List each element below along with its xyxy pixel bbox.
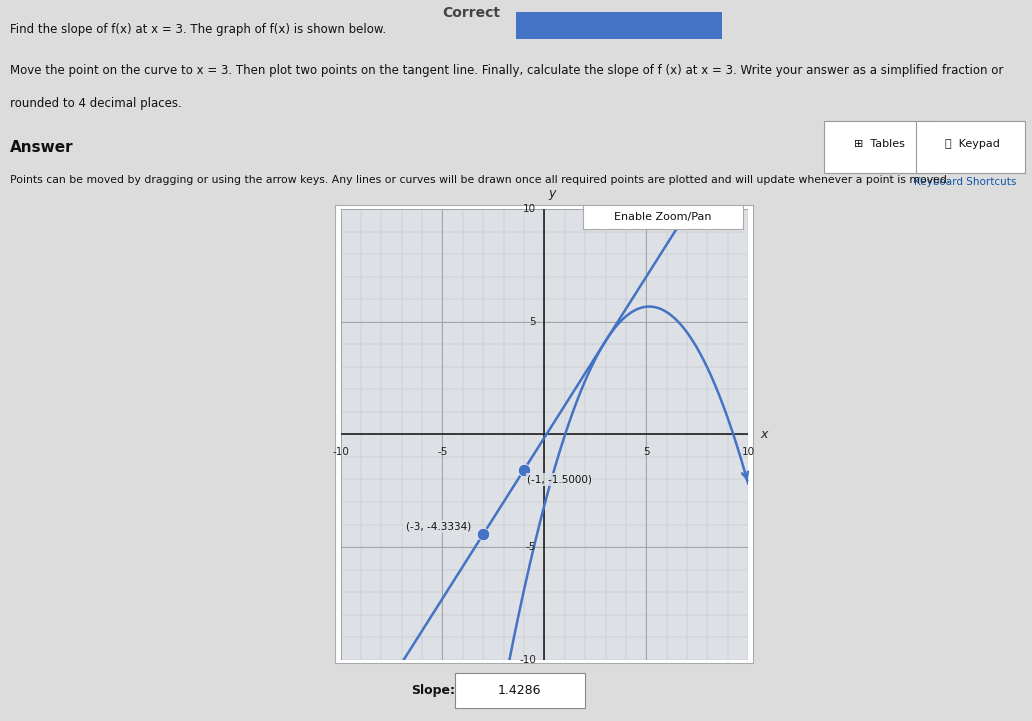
Text: -10: -10 xyxy=(519,655,537,665)
Text: Correct: Correct xyxy=(443,6,501,20)
Text: -5: -5 xyxy=(438,447,448,457)
Bar xyxy=(516,12,722,39)
Text: (-1, -1.5000): (-1, -1.5000) xyxy=(527,474,592,485)
Text: -10: -10 xyxy=(332,447,349,457)
Text: x: x xyxy=(761,428,768,441)
Text: Move the point on the curve to x = 3. Then plot two points on the tangent line. : Move the point on the curve to x = 3. Th… xyxy=(10,64,1004,77)
Text: 10: 10 xyxy=(523,204,537,214)
Text: Points can be moved by dragging or using the arrow keys. Any lines or curves wil: Points can be moved by dragging or using… xyxy=(10,175,950,185)
Text: 5: 5 xyxy=(643,447,649,457)
Text: rounded to 4 decimal places.: rounded to 4 decimal places. xyxy=(10,97,182,110)
Text: ⊞  Tables: ⊞ Tables xyxy=(853,139,905,149)
FancyBboxPatch shape xyxy=(916,120,1025,173)
Text: y: y xyxy=(548,187,555,200)
Text: -5: -5 xyxy=(526,542,537,552)
Text: 🖥  Keypad: 🖥 Keypad xyxy=(944,139,1000,149)
Text: Slope:: Slope: xyxy=(411,684,455,697)
Text: 5: 5 xyxy=(529,317,537,327)
Text: (-3, -4.3334): (-3, -4.3334) xyxy=(406,522,471,531)
Text: Enable Zoom/Pan: Enable Zoom/Pan xyxy=(614,213,712,222)
Text: 1.4286: 1.4286 xyxy=(498,684,542,697)
Text: Answer: Answer xyxy=(10,140,74,155)
FancyBboxPatch shape xyxy=(455,673,585,708)
FancyBboxPatch shape xyxy=(824,120,932,173)
Text: Find the slope of f(x) at x = 3. The graph of f(x) is shown below.: Find the slope of f(x) at x = 3. The gra… xyxy=(10,23,386,36)
Text: 10: 10 xyxy=(742,447,754,457)
Text: Keyboard Shortcuts: Keyboard Shortcuts xyxy=(914,177,1017,187)
